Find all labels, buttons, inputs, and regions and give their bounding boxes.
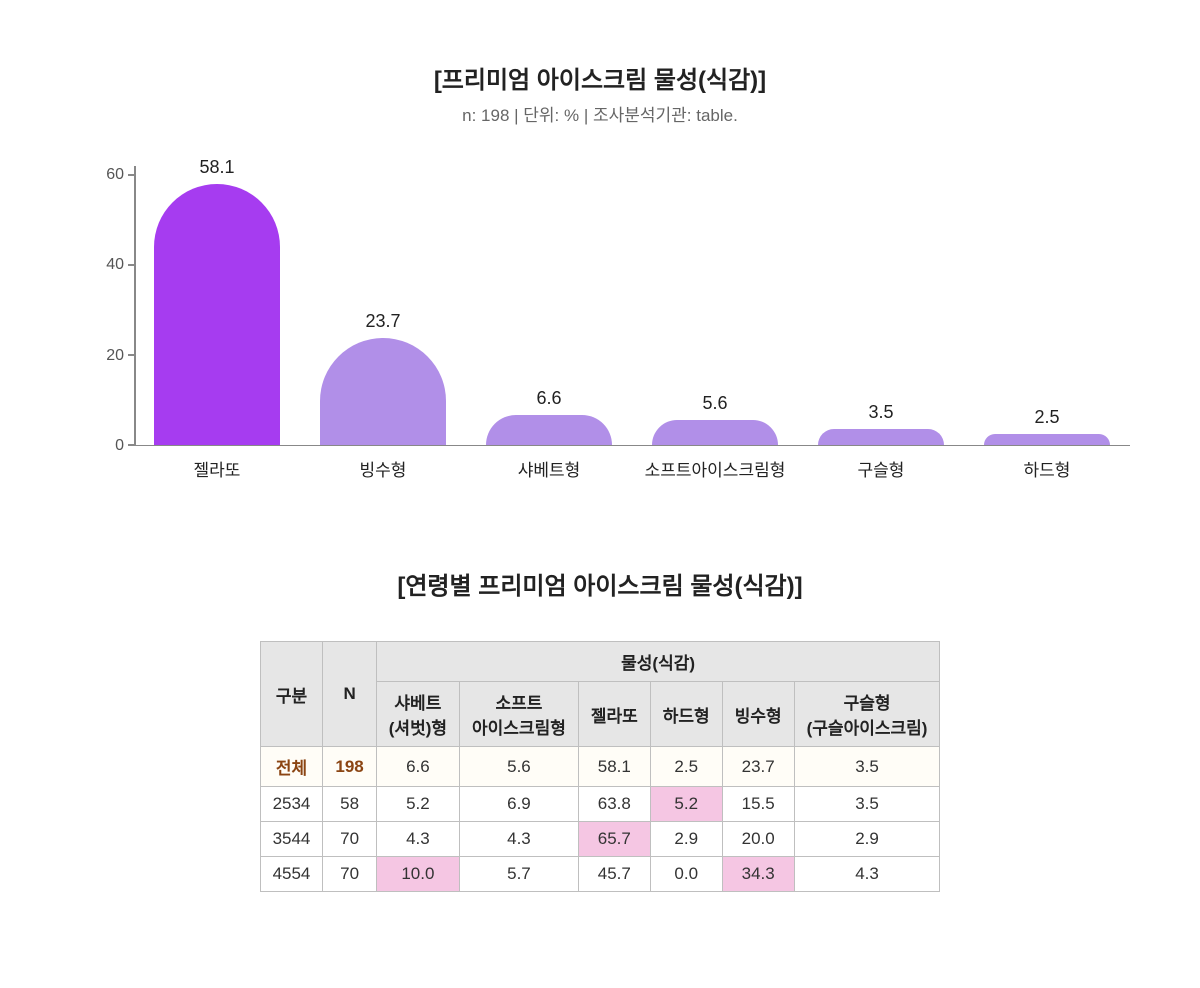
bar — [652, 420, 778, 445]
bar-value-label: 6.6 — [466, 388, 632, 409]
x-labels: 젤라또빙수형샤베트형소프트아이스크림형구슬형하드형 — [134, 446, 1130, 486]
col-subheader: 소프트아이스크림형 — [460, 682, 579, 747]
col-header-category: 구분 — [260, 642, 323, 747]
bar-chart: 0 20 40 60 58.123.7 6.65.63.52.5 젤라또빙수형샤베트형소… — [90, 166, 1130, 486]
y-tick-label: 0 — [115, 437, 124, 455]
table-cell: 3.5 — [794, 747, 940, 787]
x-label: 젤라또 — [134, 446, 300, 486]
bar-slot: 23.7 — [300, 166, 466, 445]
y-tick-label: 40 — [106, 256, 124, 274]
table-cell: 15.5 — [722, 787, 794, 822]
table-cell: 5.7 — [460, 857, 579, 892]
bar-value-label: 3.5 — [798, 402, 964, 423]
bar — [818, 429, 944, 445]
table-cell: 2.9 — [794, 822, 940, 857]
bar-slot: 58.1 — [134, 166, 300, 445]
row-n: 70 — [323, 822, 376, 857]
table-cell: 6.9 — [460, 787, 579, 822]
chart-title: [프리미엄 아이스크림 물성(식감)] — [60, 60, 1140, 95]
data-table: 구분 N 물성(식감) 샤베트(셔벗)형소프트아이스크림형젤라또하드형빙수형구슬… — [260, 641, 941, 892]
row-n: 198 — [323, 747, 376, 787]
table-cell: 34.3 — [722, 857, 794, 892]
table-cell: 20.0 — [722, 822, 794, 857]
bar-value-label: 5.6 — [632, 393, 798, 414]
table-cell: 10.0 — [376, 857, 459, 892]
x-label: 소프트아이스크림형 — [632, 446, 798, 486]
row-n: 58 — [323, 787, 376, 822]
x-label: 하드형 — [964, 446, 1130, 486]
table-cell: 5.6 — [460, 747, 579, 787]
table-cell: 2.5 — [650, 747, 722, 787]
bar-value-label: 58.1 — [134, 157, 300, 178]
table-cell: 4.3 — [460, 822, 579, 857]
table-head: 구분 N 물성(식감) 샤베트(셔벗)형소프트아이스크림형젤라또하드형빙수형구슬… — [260, 642, 940, 747]
y-tick-mark — [128, 174, 134, 176]
table-cell: 2.9 — [650, 822, 722, 857]
y-tick-mark — [128, 264, 134, 266]
row-label: 3544 — [260, 822, 323, 857]
bar — [320, 338, 446, 445]
table-cell: 0.0 — [650, 857, 722, 892]
table-row: 2534585.26.963.85.215.53.5 — [260, 787, 940, 822]
row-label: 전체 — [260, 747, 323, 787]
col-subheader: 빙수형 — [722, 682, 794, 747]
table-cell: 63.8 — [578, 787, 650, 822]
x-label: 구슬형 — [798, 446, 964, 486]
col-subheader: 구슬형(구슬아이스크림) — [794, 682, 940, 747]
table-row: 3544704.34.365.72.920.02.9 — [260, 822, 940, 857]
row-n: 70 — [323, 857, 376, 892]
table-title: [연령별 프리미엄 아이스크림 물성(식감)] — [60, 566, 1140, 601]
row-label: 4554 — [260, 857, 323, 892]
table-cell: 5.2 — [376, 787, 459, 822]
col-subheader: 젤라또 — [578, 682, 650, 747]
col-subheader: 샤베트(셔벗)형 — [376, 682, 459, 747]
y-tick-label: 20 — [106, 347, 124, 365]
x-label: 샤베트형 — [466, 446, 632, 486]
table-cell: 5.2 — [650, 787, 722, 822]
bar — [486, 415, 612, 445]
chart-subtitle: n: 198 | 단위: % | 조사분석기관: table. — [60, 101, 1140, 126]
table-row: 45547010.05.745.70.034.34.3 — [260, 857, 940, 892]
table-cell: 6.6 — [376, 747, 459, 787]
col-subheader: 하드형 — [650, 682, 722, 747]
y-tick-mark — [128, 354, 134, 356]
y-axis: 0204060 — [90, 166, 130, 446]
bar-value-label: 23.7 — [300, 311, 466, 332]
plot-area: 58.123.7 6.65.63.52.5 — [134, 166, 1130, 446]
bar-slot: 6.6 — [466, 166, 632, 445]
table-cell: 4.3 — [794, 857, 940, 892]
bar — [984, 434, 1110, 445]
bar-slot: 5.6 — [632, 166, 798, 445]
table-row: 전체1986.65.658.12.523.73.5 — [260, 747, 940, 787]
table-cell: 3.5 — [794, 787, 940, 822]
row-label: 2534 — [260, 787, 323, 822]
table-cell: 45.7 — [578, 857, 650, 892]
bar-slot: 2.5 — [964, 166, 1130, 445]
table-cell: 65.7 — [578, 822, 650, 857]
table-body: 전체1986.65.658.12.523.73.52534585.26.963.… — [260, 747, 940, 892]
y-tick-label: 60 — [106, 166, 124, 184]
col-header-n: N — [323, 642, 376, 747]
table-cell: 23.7 — [722, 747, 794, 787]
bar-slot: 3.5 — [798, 166, 964, 445]
bar — [154, 184, 280, 445]
bars-container: 58.123.7 6.65.63.52.5 — [134, 166, 1130, 445]
bar-value-label: 2.5 — [964, 407, 1130, 428]
col-header-group: 물성(식감) — [376, 642, 940, 682]
x-label: 빙수형 — [300, 446, 466, 486]
table-cell: 4.3 — [376, 822, 459, 857]
table-cell: 58.1 — [578, 747, 650, 787]
